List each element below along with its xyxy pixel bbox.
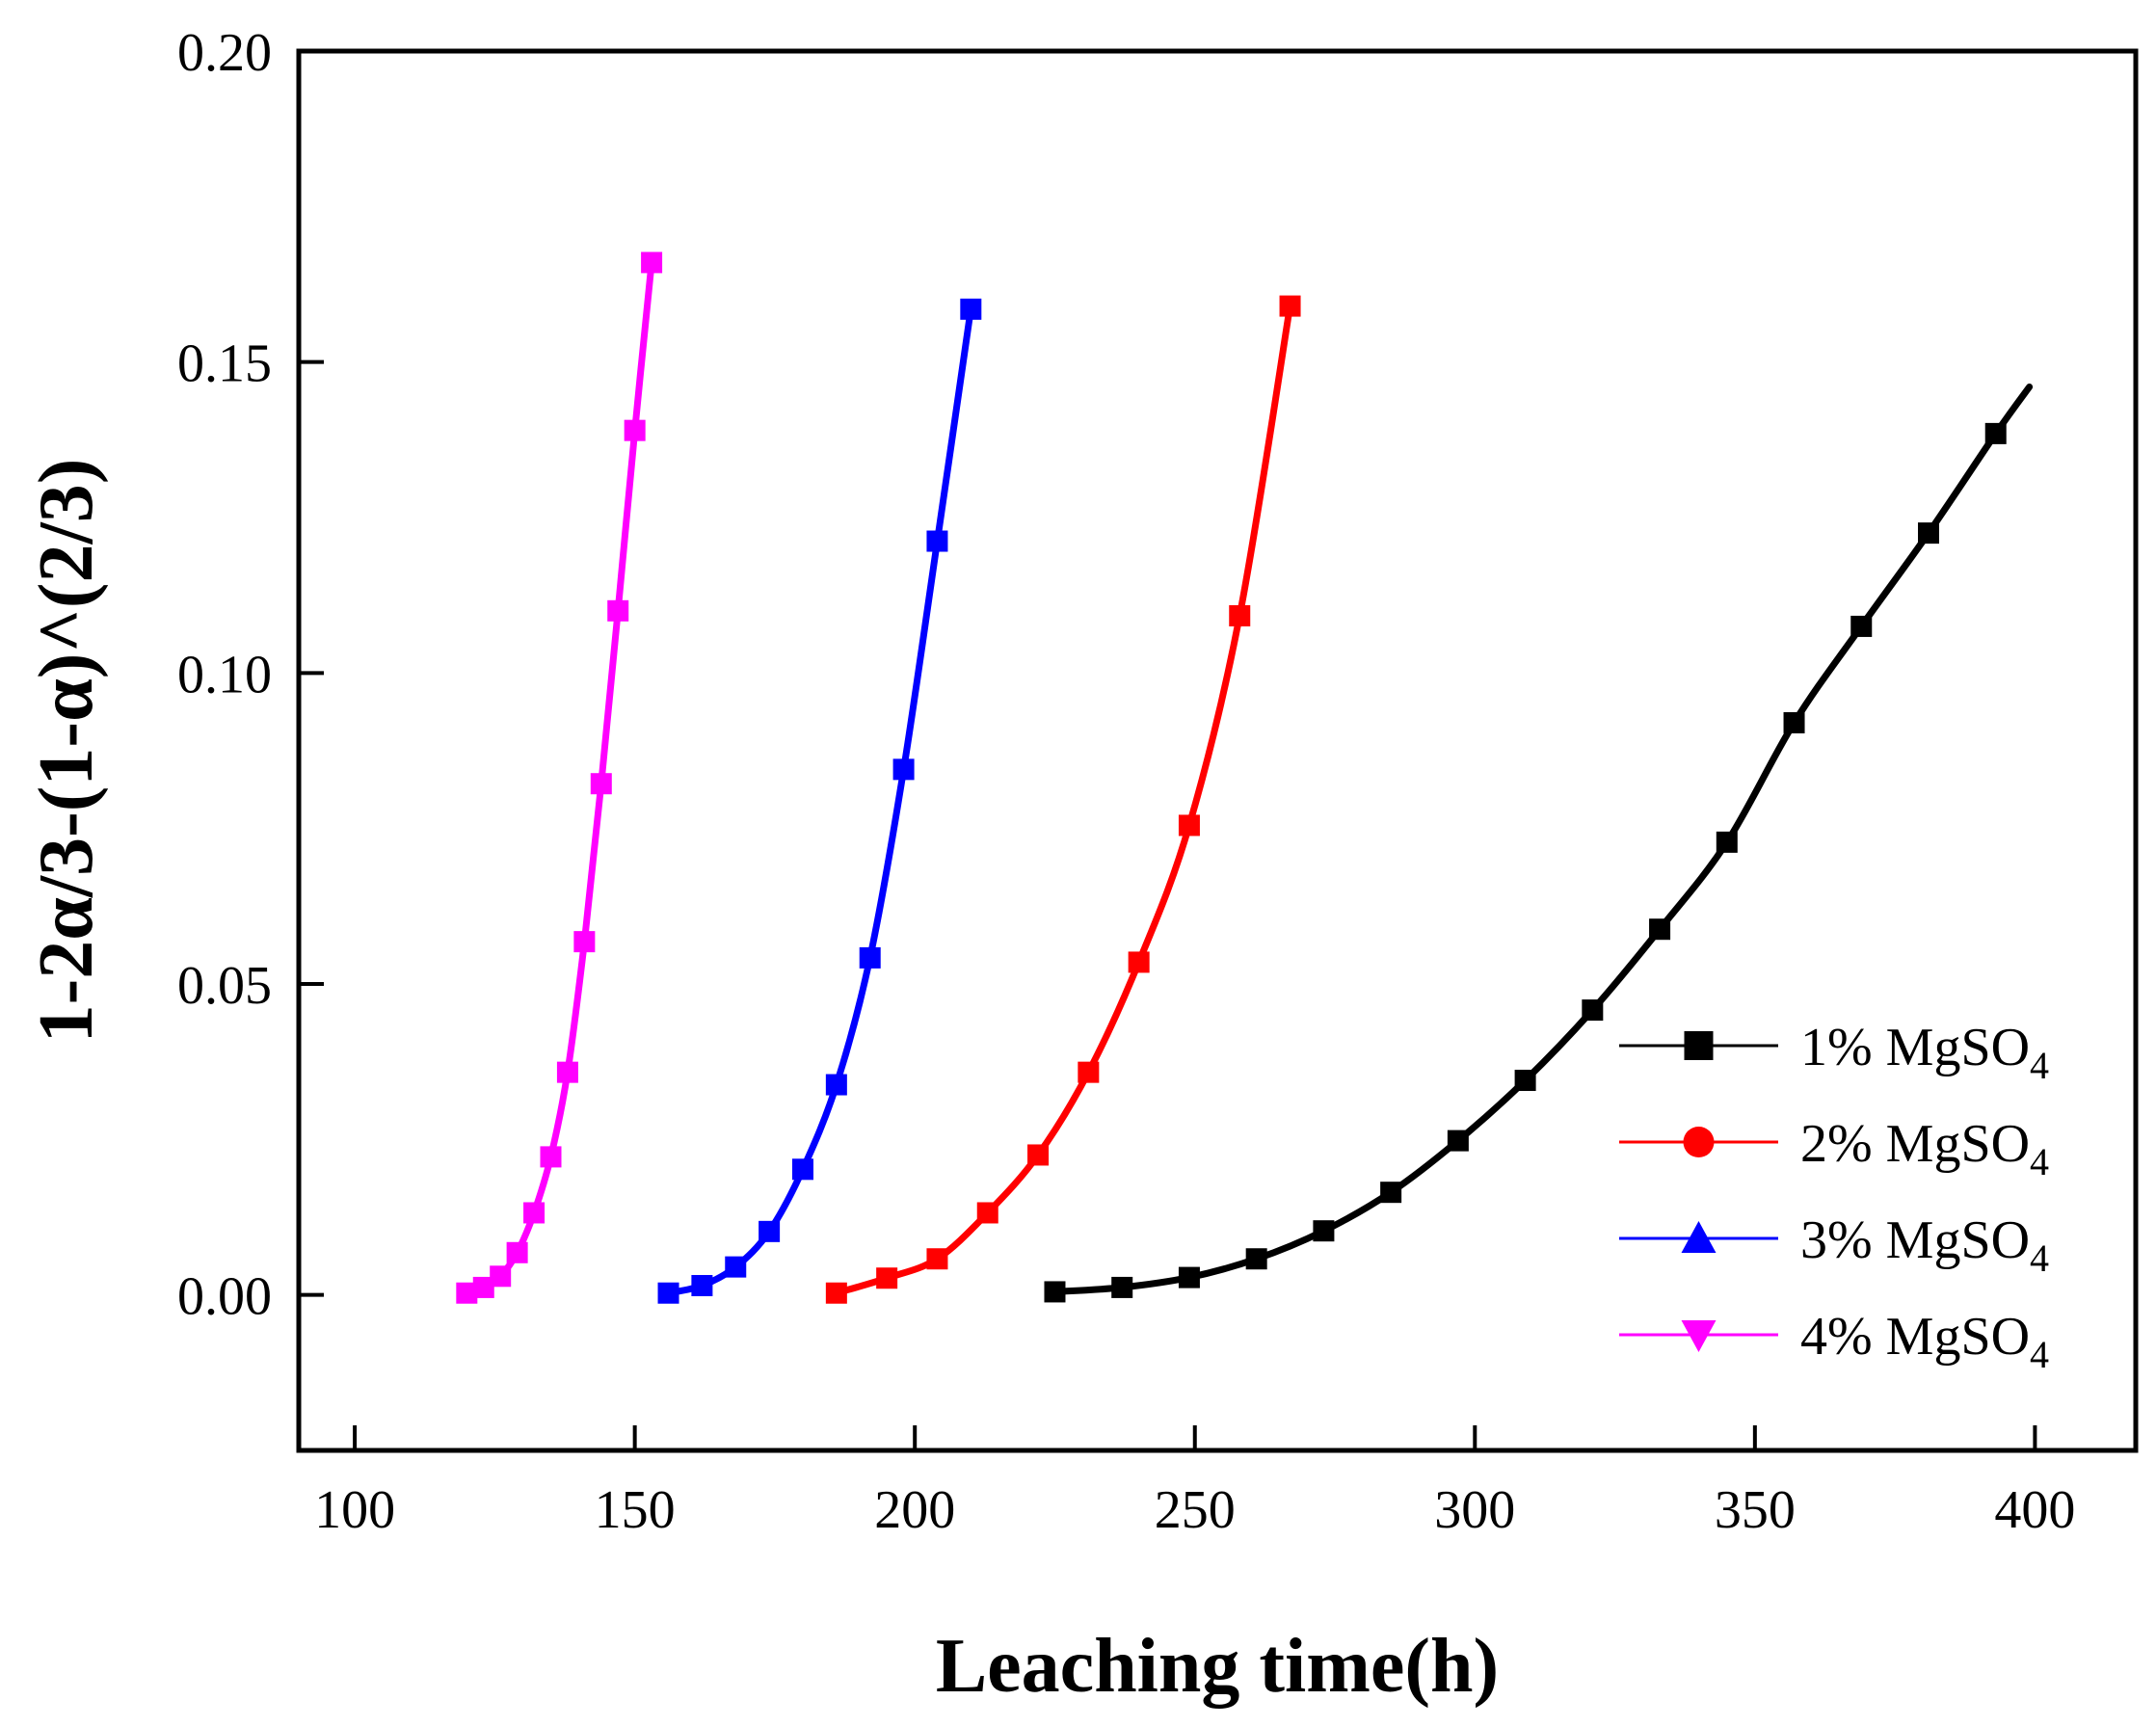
axis-layer: 100 150 200 250 300 350 400 0.00 0.05 0.10 0.15 0.2… — [177, 23, 2075, 1540]
data-point — [926, 1248, 948, 1270]
data-point — [825, 1074, 847, 1096]
data-point — [1044, 1281, 1066, 1303]
data-point — [607, 599, 629, 622]
data-point — [825, 1282, 847, 1304]
x-tick-label: 200 — [874, 1480, 955, 1540]
legend-label: 3% MgSO4 — [1800, 1210, 2049, 1280]
data-point — [456, 1282, 478, 1304]
legend-entry: 2% MgSO4 — [1619, 1114, 2049, 1183]
legend-label: 2% MgSO4 — [1800, 1114, 2049, 1183]
legend-marker-circle — [1683, 1127, 1715, 1157]
legend-label: 4% MgSO4 — [1800, 1307, 2049, 1376]
legend-label-subscript: 4 — [2030, 1044, 2049, 1087]
data-point — [976, 1202, 998, 1224]
data-point — [960, 298, 982, 320]
legend-entry: 1% MgSO4 — [1619, 1018, 2049, 1087]
data-point — [1111, 1276, 1133, 1298]
data-point — [641, 252, 663, 274]
data-point — [1078, 1061, 1100, 1083]
data-point — [1229, 604, 1251, 626]
legend-marker-triangle-down — [1681, 1320, 1717, 1352]
data-point — [876, 1267, 898, 1289]
data-point — [1850, 615, 1873, 637]
data-point — [506, 1241, 528, 1263]
x-axis-title: Leaching time(h) — [936, 1624, 1499, 1709]
data-point — [1649, 918, 1671, 941]
legend-label: 1% MgSO4 — [1800, 1018, 2049, 1087]
legend-marker-square — [1684, 1031, 1714, 1060]
legend-label-subscript: 4 — [2030, 1140, 2049, 1183]
series-3 — [657, 298, 982, 1304]
legend-label-text: 4% MgSO — [1800, 1307, 2030, 1367]
data-point — [1716, 831, 1738, 853]
data-point — [791, 1158, 813, 1181]
legend-entry: 4% MgSO4 — [1619, 1307, 2049, 1376]
legend-label-text: 2% MgSO — [1800, 1114, 2030, 1174]
data-point — [573, 931, 596, 953]
y-tick-label: 0.10 — [177, 645, 272, 704]
data-point — [892, 758, 915, 781]
legend-label-subscript: 4 — [2030, 1333, 2049, 1376]
data-point — [1313, 1220, 1335, 1242]
series-4 — [456, 252, 663, 1304]
series-layer — [456, 252, 2034, 1304]
legend-label-text: 1% MgSO — [1800, 1018, 2030, 1077]
series-1 — [1044, 384, 2034, 1303]
data-point — [540, 1146, 562, 1168]
x-tick-label: 400 — [1994, 1480, 2075, 1540]
data-point — [1279, 295, 1301, 317]
data-point — [1380, 1182, 1402, 1204]
data-point — [1447, 1129, 1469, 1152]
y-tick-label: 0.00 — [177, 1267, 272, 1327]
data-point — [590, 773, 612, 795]
data-point — [657, 1282, 679, 1304]
legend-label-text: 3% MgSO — [1800, 1210, 2030, 1270]
data-point — [556, 1061, 578, 1083]
series-2 — [825, 295, 1301, 1304]
y-tick-label: 0.05 — [177, 956, 272, 1016]
data-point — [1984, 422, 2007, 444]
data-point — [1178, 814, 1200, 837]
data-point — [926, 530, 948, 552]
data-point — [859, 946, 881, 969]
x-tick-label: 150 — [595, 1480, 676, 1540]
data-point — [691, 1274, 713, 1296]
data-point — [1128, 951, 1150, 973]
data-point — [1245, 1248, 1267, 1270]
data-point — [759, 1220, 781, 1242]
y-tick-label: 0.20 — [177, 23, 272, 83]
legend-label-subscript: 4 — [2030, 1236, 2049, 1280]
data-point — [490, 1265, 512, 1288]
x-tick-label: 250 — [1155, 1480, 1236, 1540]
data-point — [1514, 1070, 1536, 1092]
plot-frame — [296, 48, 2139, 1453]
data-point — [624, 419, 646, 441]
legend-entry: 3% MgSO4 — [1619, 1210, 2049, 1280]
y-tick-label: 0.15 — [177, 334, 272, 394]
data-point — [523, 1202, 546, 1224]
legend-marker-triangle-up — [1681, 1221, 1717, 1253]
data-point — [472, 1276, 494, 1298]
x-tick-label: 100 — [314, 1480, 395, 1540]
x-tick-label: 350 — [1715, 1480, 1796, 1540]
data-point — [1582, 999, 1604, 1022]
y-axis-title: 1-2α/3-(1-α)^(2/3) — [24, 459, 109, 1044]
x-tick-label: 300 — [1434, 1480, 1515, 1540]
data-point — [1783, 711, 1805, 733]
data-point — [725, 1256, 747, 1278]
data-point — [1917, 522, 1939, 545]
data-point — [1178, 1266, 1200, 1289]
data-point — [1027, 1144, 1050, 1166]
